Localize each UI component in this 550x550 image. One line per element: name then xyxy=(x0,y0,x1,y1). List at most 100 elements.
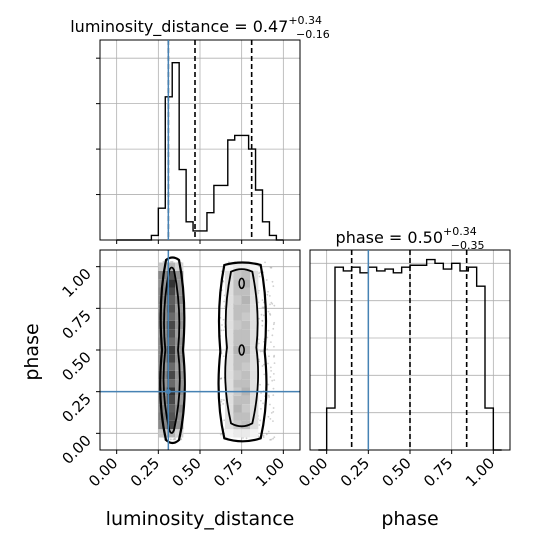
heat-density-cell xyxy=(225,420,234,430)
heat-density-cell xyxy=(175,270,184,280)
heat-sample-point xyxy=(261,324,264,327)
heat-sample-point xyxy=(268,396,271,398)
heat-density-cell xyxy=(166,362,175,371)
heat-sample-point xyxy=(272,407,275,409)
heat-sample-point xyxy=(272,387,275,390)
heat-sample-point xyxy=(258,424,261,426)
heat-sample-point xyxy=(268,312,271,315)
heat-density-cell xyxy=(166,295,175,305)
phase-title: phase = 0.50+0.34 −0.35 xyxy=(336,225,485,252)
heat-sample-point xyxy=(222,280,225,282)
heat-density-cell xyxy=(233,262,242,271)
heat-sample-point xyxy=(269,366,272,369)
heat-sample-point xyxy=(272,323,275,326)
heat-sample-point xyxy=(259,271,262,274)
heat-sample-point xyxy=(221,324,223,326)
heat-density-cell xyxy=(241,287,250,296)
heat-sample-point xyxy=(267,290,269,293)
heat-density-cell xyxy=(166,287,175,296)
heat-sample-point xyxy=(261,320,264,322)
heat-sample-point xyxy=(266,348,269,350)
heat-density-cell xyxy=(158,312,167,321)
heat-density-cell xyxy=(233,279,242,288)
heat-sample-point xyxy=(267,362,269,365)
heat-sample-point xyxy=(270,369,273,372)
heat-density-cell xyxy=(233,395,242,405)
heat-density-cell xyxy=(158,320,167,330)
heat-density-cell xyxy=(241,395,250,405)
heat-sample-point xyxy=(272,285,275,288)
heat-density-cell xyxy=(250,395,259,405)
heat-density-cell xyxy=(225,295,234,305)
heat-xtick-label-1: 0.25 xyxy=(127,454,163,490)
heat-sample-point xyxy=(174,438,176,441)
heat-sample-point xyxy=(219,433,222,436)
heat-peak-contour-0 xyxy=(238,277,245,290)
heat-sample-point xyxy=(264,261,266,264)
heat-sample-point xyxy=(273,321,276,324)
heat-density-cell xyxy=(166,404,175,413)
heat-sample-point xyxy=(273,362,276,365)
right-xtick-label-1: 0.25 xyxy=(337,454,373,490)
heat-xtick-label-4: 1.00 xyxy=(252,454,288,490)
heat-density-cell xyxy=(241,320,250,330)
heat-sample-point xyxy=(258,272,260,275)
heat-density-cell xyxy=(241,370,250,380)
heat-ytick-label-0: 0.00 xyxy=(58,431,94,467)
heat-sample-point xyxy=(272,394,275,397)
heat-density-cell xyxy=(241,337,250,346)
heat-density-cell xyxy=(225,404,234,413)
heat-density-cell xyxy=(241,404,250,413)
heat-sample-point xyxy=(260,408,262,410)
heat-sample-point xyxy=(270,411,273,414)
heat-density-cell xyxy=(175,420,184,430)
heat-density-cell xyxy=(250,270,259,280)
heat-density-cell xyxy=(158,354,167,363)
heat-density-cell xyxy=(225,379,234,388)
heat-sample-point xyxy=(270,266,273,269)
heat-density-cell xyxy=(158,429,167,438)
right-xtick-label-0: 0.00 xyxy=(295,454,331,490)
heat-sample-point xyxy=(170,260,172,263)
heat-density-cell xyxy=(250,262,259,271)
heat-sample-point xyxy=(258,360,261,363)
heat-sample-point xyxy=(267,430,270,433)
heat-sample-point xyxy=(270,301,273,304)
heat-density-cell xyxy=(250,404,259,413)
heat-sample-point xyxy=(171,260,174,263)
y-axis-label-phase: phase xyxy=(21,323,43,380)
heat-density-cell xyxy=(233,345,242,355)
heat-sample-point xyxy=(269,303,271,306)
heat-density-cell xyxy=(175,279,184,288)
heat-sample-point xyxy=(267,329,270,332)
heat-density-cell xyxy=(225,320,234,330)
heat-density-cell xyxy=(233,354,242,363)
heat-density-cell xyxy=(166,412,175,421)
heat-density-cell xyxy=(166,279,175,288)
heat-density-cell xyxy=(166,262,175,271)
heat-sample-point xyxy=(260,392,262,394)
heat-sample-point xyxy=(262,314,265,317)
heat-density-cell xyxy=(241,262,250,271)
heat-density-cell xyxy=(166,420,175,430)
heat-sample-point xyxy=(259,399,262,402)
heat-density-cell xyxy=(241,412,250,421)
heat-sample-point xyxy=(273,436,276,439)
heat-density-cell xyxy=(166,345,175,355)
heat-sample-point xyxy=(220,400,223,403)
heat-density-cell xyxy=(225,429,234,438)
heat-sample-point xyxy=(273,345,275,348)
heat-sample-point xyxy=(267,415,270,418)
heat-sample-point xyxy=(265,433,268,436)
heat-density-cell xyxy=(166,304,175,313)
heat-sample-point xyxy=(245,437,248,440)
heat-density-cell xyxy=(158,295,167,305)
heat-density-cell xyxy=(166,337,175,346)
heat-sample-point xyxy=(223,419,226,422)
heat-contour-outer-right xyxy=(217,261,268,443)
heat-sample-point xyxy=(269,417,272,420)
heat-density-cell xyxy=(225,345,234,355)
heat-sample-point xyxy=(266,293,269,296)
heat-density-cell xyxy=(233,270,242,280)
heat-density-cell xyxy=(241,270,250,280)
